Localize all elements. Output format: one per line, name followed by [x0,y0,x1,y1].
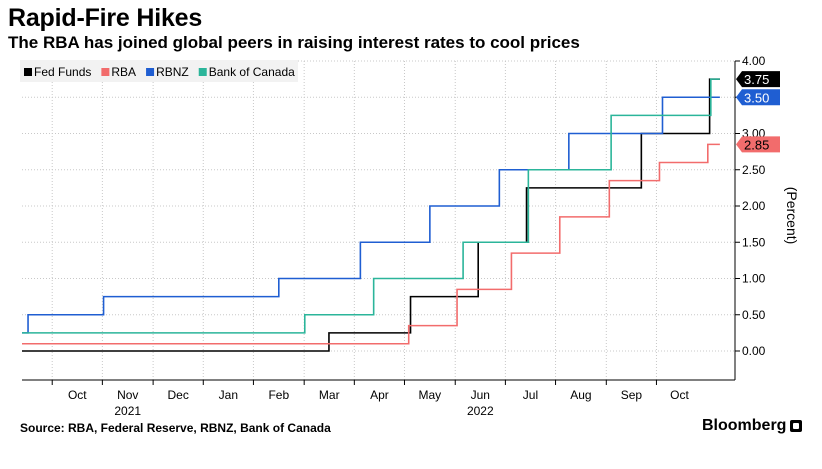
x-tick-label: Mar [319,388,340,402]
x-tick-label: Aug [570,388,591,402]
x-tick-label: Jul [523,388,538,402]
x-tick-label: Jan [219,388,238,402]
legend-item: RBNZ [146,65,189,79]
end-value-label: 3.50 [744,90,769,105]
legend-swatch [101,68,110,76]
end-value-label: 3.75 [744,72,769,87]
legend-label: Bank of Canada [209,65,295,79]
legend-background [20,60,298,82]
end-value-label: 2.85 [744,137,769,152]
x-tick-label: May [419,388,442,402]
y-tick-label: 0.00 [742,344,766,358]
chart-title: Rapid-Fire Hikes [8,4,203,32]
bloomberg-terminal-icon [790,420,803,432]
y-tick-label: 1.50 [742,235,766,249]
series-line-bank-of-canada [22,78,720,334]
y-tick-label: 4.00 [742,54,766,68]
y-axis-title: (Percent) [784,187,800,245]
end-value-tag: 2.85 [736,136,780,153]
end-value-tag-bg [736,136,780,153]
bloomberg-logo: Bloomberg [702,417,803,435]
x-tick-label: Oct [68,388,87,402]
source-note: Source: RBA, Federal Reserve, RBNZ, Bank… [20,421,331,435]
x-tick-label: Nov [117,388,138,402]
end-value-tag-bg [736,89,780,106]
legend-swatch [198,68,207,76]
y-tick-label: 0.50 [742,308,766,322]
x-tick-label: Jun [471,388,490,402]
x-tick-label: Oct [670,388,689,402]
legend-label: RBNZ [156,65,189,79]
series-line-rbnz [22,96,720,334]
y-tick-label: 1.00 [742,272,766,286]
legend-item: Bank of Canada [198,65,295,79]
y-tick-label: 2.50 [742,163,766,177]
series-line-rba [22,143,720,345]
series-line-fed-funds [22,78,720,352]
x-tick-label: Feb [268,388,289,402]
x-year-label: 2022 [467,404,494,418]
x-tick-label: Dec [168,388,189,402]
legend-label: Fed Funds [34,65,91,79]
chart-subtitle: The RBA has joined global peers in raisi… [8,33,580,52]
x-year-label: 2021 [114,404,141,418]
end-value-tag: 3.75 [736,71,780,88]
end-value-tag-bg [736,71,780,88]
x-tick-label: Apr [370,388,389,402]
legend-item: Fed Funds [24,65,91,79]
y-tick-label: 2.00 [742,199,766,213]
legend-swatch [24,68,32,76]
legend-swatch [146,68,155,76]
x-tick-label: Sep [621,388,643,402]
legend-item: RBA [101,65,136,79]
legend-label: RBA [111,65,136,79]
brand-name: Bloomberg [702,417,787,434]
end-value-tag: 3.50 [736,89,780,106]
